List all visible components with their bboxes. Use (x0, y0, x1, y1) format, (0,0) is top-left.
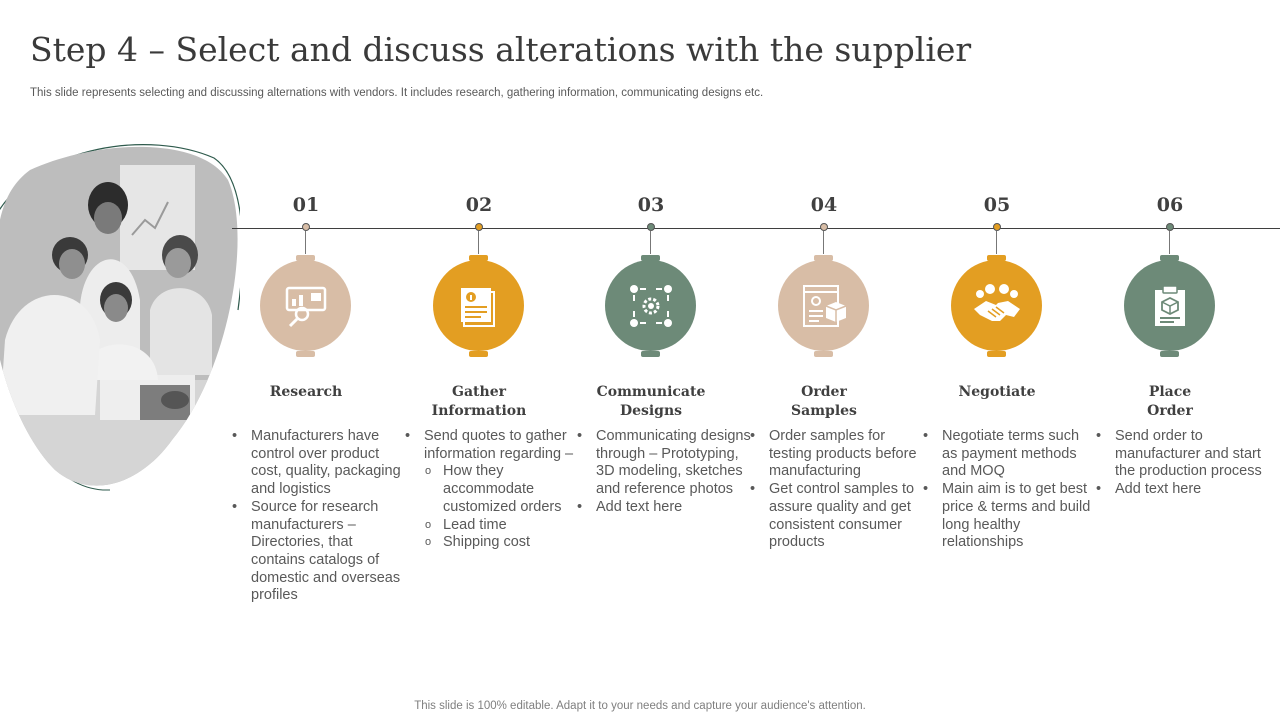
bullet: Negotiate terms such as payment methods … (922, 428, 1097, 481)
bullet: Manufacturers have control over product … (231, 428, 406, 499)
circle-cap (1160, 255, 1179, 261)
step-icon-circle (260, 260, 351, 351)
step-icon-circle (951, 260, 1042, 351)
timeline-dot (993, 223, 1001, 231)
slide-footer: This slide is 100% editable. Adapt it to… (414, 700, 866, 712)
timeline-dot (1166, 223, 1174, 231)
bullet: Main aim is to get best price & terms an… (922, 481, 1097, 552)
step-bullets: Manufacturers have control over product … (231, 428, 406, 605)
circle-cap (469, 255, 488, 261)
timeline-dot (302, 223, 310, 231)
bullet: Communicating designs through – Prototyp… (576, 428, 751, 499)
step-bullets: Send order to manufacturer and start the… (1095, 428, 1270, 499)
step-bullets: Send quotes to gather information regard… (404, 428, 579, 552)
bullet: Order samples for testing products befor… (749, 428, 924, 481)
step-heading: Order Samples (791, 384, 857, 419)
presentation-magnifier-icon (285, 286, 326, 327)
step-heading: Gather Information (431, 384, 527, 419)
sub-bullet: Shipping cost (404, 534, 579, 552)
timeline-dot (475, 223, 483, 231)
circle-cap (641, 255, 660, 261)
slide-subtitle: This slide represents selecting and disc… (30, 87, 764, 99)
step-icon-circle (605, 260, 696, 351)
sub-bullet: Lead time (404, 517, 579, 535)
step-number: 01 (292, 194, 320, 216)
bullet: Send quotes to gather information regard… (404, 428, 579, 463)
step-heading: Place Order (1147, 384, 1193, 419)
connector (650, 231, 651, 254)
connector (478, 231, 479, 254)
info-document-icon (460, 287, 495, 327)
connector (1169, 231, 1170, 254)
bullet: Add text here (576, 499, 751, 517)
circle-cap (987, 351, 1006, 357)
step-heading: Research (269, 384, 343, 400)
bullet: Source for research manufacturers – Dire… (231, 499, 406, 605)
timeline-dot (820, 223, 828, 231)
handshake-icon (973, 283, 1020, 321)
connector (305, 231, 306, 254)
circle-cap (814, 255, 833, 261)
step-number: 02 (465, 194, 493, 216)
step-icon-circle (778, 260, 869, 351)
bullet: Get control samples to assure quality an… (749, 481, 924, 552)
team-meeting-photo (0, 144, 240, 491)
circle-cap (296, 255, 315, 261)
timeline-line (232, 228, 1280, 229)
step-number: 05 (983, 194, 1011, 216)
step-icon-circle (1124, 260, 1215, 351)
circle-cap (641, 351, 660, 357)
timeline-dot (647, 223, 655, 231)
connector (996, 231, 997, 254)
step-bullets: Negotiate terms such as payment methods … (922, 428, 1097, 552)
step-heading: Negotiate (958, 384, 1036, 400)
step-number: 03 (637, 194, 665, 216)
step-bullets: Order samples for testing products befor… (749, 428, 924, 552)
circle-cap (296, 351, 315, 357)
gear-people-network-icon (629, 284, 672, 327)
connector (823, 231, 824, 254)
step-number: 04 (810, 194, 838, 216)
step-heading: Communicate Designs (596, 384, 706, 419)
step-number: 06 (1156, 194, 1184, 216)
order-clipboard-box-icon (1154, 284, 1185, 326)
circle-cap (469, 351, 488, 357)
slide-title: Step 4 – Select and discuss alterations … (30, 30, 972, 69)
sub-bullet: How they accommodate customized orders (404, 463, 579, 516)
circle-cap (987, 255, 1006, 261)
bullet: Send order to manufacturer and start the… (1095, 428, 1270, 481)
circle-cap (814, 351, 833, 357)
bullet: Add text here (1095, 481, 1270, 499)
step-bullets: Communicating designs through – Prototyp… (576, 428, 751, 517)
browser-box-icon (802, 284, 846, 327)
step-icon-circle (433, 260, 524, 351)
circle-cap (1160, 351, 1179, 357)
